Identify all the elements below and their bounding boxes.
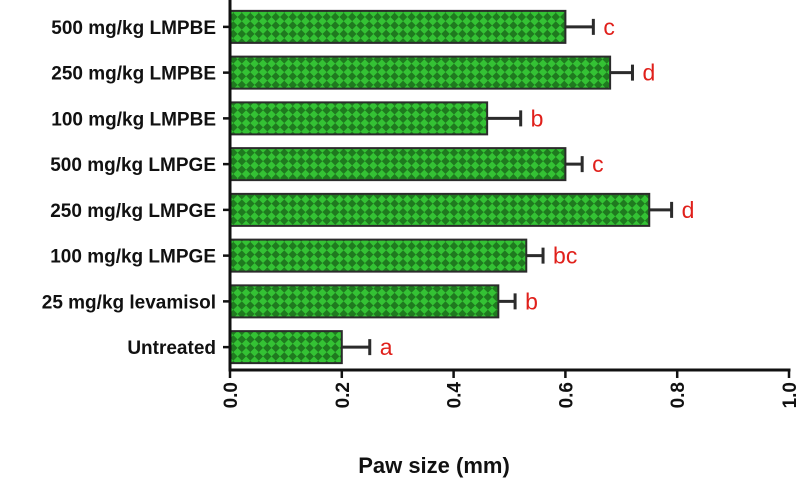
category-label: Untreated bbox=[127, 338, 216, 359]
significance-label: c bbox=[592, 151, 604, 177]
significance-label: a bbox=[380, 334, 393, 360]
category-labels: 500 mg/kg LMPBE 250 mg/kg LMPBE 100 mg/kg … bbox=[42, 18, 216, 359]
category-label: 25 mg/kg levamisol bbox=[42, 292, 216, 313]
category-label: 500 mg/kg LMPGE bbox=[50, 155, 216, 176]
bar bbox=[229, 192, 651, 227]
x-tick-label: 0.6 bbox=[556, 382, 577, 408]
significance-label: c bbox=[603, 14, 615, 40]
x-tick-label: 0.0 bbox=[221, 382, 242, 408]
bar bbox=[229, 330, 343, 365]
x-axis-title: Paw size (mm) bbox=[358, 453, 510, 478]
bar bbox=[229, 55, 612, 90]
bar bbox=[229, 9, 567, 44]
bar bbox=[229, 101, 489, 136]
x-tick-label: 1.0 bbox=[780, 382, 797, 408]
category-label: 250 mg/kg LMPGE bbox=[50, 201, 216, 222]
category-label: 100 mg/kg LMPGE bbox=[50, 247, 216, 268]
x-tick-label: 0.4 bbox=[445, 382, 466, 409]
significance-label: b bbox=[525, 288, 538, 314]
significance-label: b bbox=[531, 105, 544, 131]
category-label: 100 mg/kg LMPBE bbox=[51, 109, 216, 130]
bar bbox=[229, 284, 500, 319]
category-label: 250 mg/kg LMPBE bbox=[51, 64, 216, 85]
significance-label: d bbox=[642, 60, 655, 86]
x-tick-label: 0.2 bbox=[333, 382, 354, 408]
bar bbox=[229, 238, 528, 273]
x-tick-label: 0.8 bbox=[668, 382, 689, 408]
significance-label: d bbox=[682, 197, 695, 223]
axes: 0.0 0.2 0.4 0.6 0.8 1.0 bbox=[221, 0, 797, 408]
category-label: 500 mg/kg LMPBE bbox=[51, 18, 216, 39]
significance-label: bc bbox=[553, 243, 577, 269]
bar bbox=[229, 147, 567, 182]
